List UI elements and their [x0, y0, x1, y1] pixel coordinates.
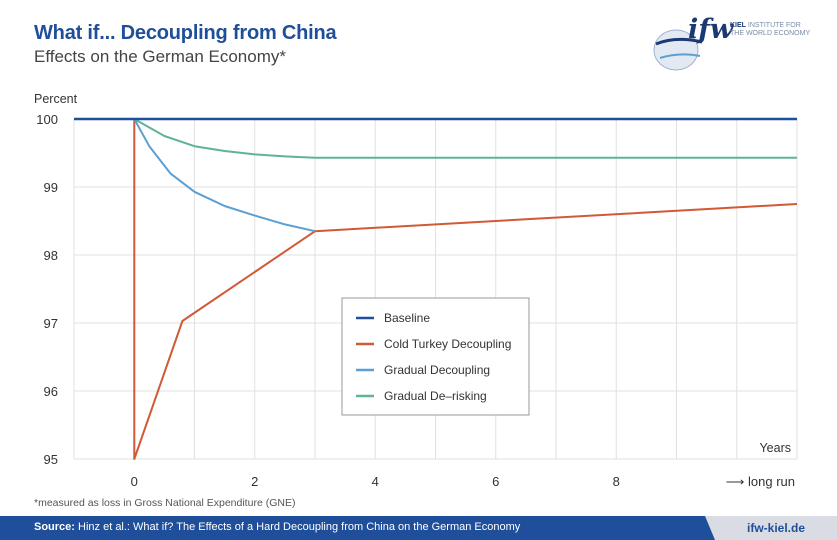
chart-title: What if... Decoupling from China — [34, 22, 337, 44]
logo-text: KIEL INSTITUTE FOR THE WORLD ECONOMY — [730, 22, 811, 37]
y-tick-label: 97 — [44, 316, 58, 331]
logo-mark: ifw — [688, 14, 734, 45]
axis-labels: 95 96 97 98 99 100 0 2 4 6 8 ⟶ long run Percent Years — [34, 92, 795, 489]
y-axis-label: Percent — [34, 92, 78, 106]
x-tick-label: 6 — [492, 474, 499, 489]
x-axis-label: Years — [759, 441, 791, 455]
legend-label: Cold Turkey Decoupling — [384, 337, 511, 351]
chart-legend: Baseline Cold Turkey Decoupling Gradual De… — [341, 297, 530, 416]
globe-icon — [653, 29, 703, 71]
x-tick-label: ⟶ long run — [726, 474, 795, 489]
y-tick-label: 99 — [44, 180, 58, 195]
x-tick-label: 0 — [131, 474, 138, 489]
source-citation: Source: Hinz et al.: What if? The Effect… — [34, 521, 521, 533]
y-tick-label: 98 — [44, 248, 58, 263]
x-tick-label: 2 — [251, 474, 258, 489]
legend-label: Baseline — [384, 311, 430, 325]
chart-subtitle: Effects on the German Economy* — [34, 47, 286, 66]
x-tick-label: 4 — [372, 474, 379, 489]
ifw-logo[interactable]: ifw KIEL INSTITUTE FOR THE WORLD ECONOMY — [650, 12, 820, 74]
website-link[interactable]: ifw-kiel.de — [705, 516, 837, 540]
legend-label: Gradual Decoupling — [384, 363, 490, 377]
y-tick-label: 100 — [36, 112, 58, 127]
series-lines — [74, 117, 798, 460]
legend-label: Gradual De–risking — [384, 389, 487, 403]
y-tick-label: 96 — [44, 384, 58, 399]
line-chart: 95 96 97 98 99 100 0 2 4 6 8 ⟶ long run Percent Years… — [34, 92, 798, 489]
series-line-gradual-de-risking — [133, 118, 797, 159]
series-line-gradual-decoupling — [133, 118, 316, 233]
footnote: *measured as loss in Gross National Expe… — [34, 497, 296, 509]
footer-bar: Source: Hinz et al.: What if? The Effect… — [0, 516, 837, 540]
x-tick-label: 8 — [613, 474, 620, 489]
y-tick-label: 95 — [44, 452, 58, 467]
